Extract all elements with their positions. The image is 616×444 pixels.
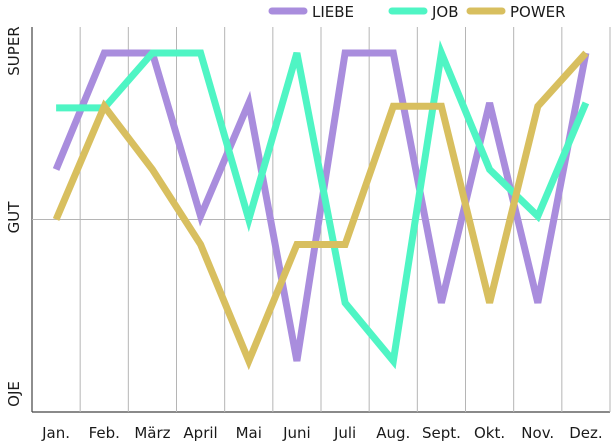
series-line-job — [56, 40, 590, 370]
series-line-liebe — [52, 49, 590, 362]
x-tick-label: Juli — [333, 424, 356, 442]
x-tick-label: April — [183, 424, 217, 442]
x-tick-label: Juni — [282, 424, 311, 442]
legend-item: JOB — [388, 3, 459, 21]
legend-label: JOB — [431, 3, 459, 21]
x-tick-labels: Jan. Feb. März April Mai Juni Juli Aug. Sept. Okt… — [41, 424, 602, 442]
x-tick-label: Aug. — [376, 424, 410, 442]
legend: LIEBE JOB POWER — [268, 3, 566, 21]
legend-item: POWER — [466, 3, 566, 21]
x-tick-label: Sept. — [422, 424, 461, 442]
x-tick-label: Dez. — [569, 424, 602, 442]
series-lines — [52, 40, 590, 371]
y-tick-label: GUT — [5, 201, 23, 234]
y-tick-label: OJE — [5, 381, 23, 407]
x-tick-label: Feb. — [89, 424, 120, 442]
x-tick-label: März — [134, 424, 170, 442]
x-tick-label: Okt. — [474, 424, 505, 442]
legend-item: LIEBE — [268, 3, 354, 21]
y-tick-label: SUPER — [5, 26, 23, 75]
legend-label: LIEBE — [312, 3, 354, 21]
y-tick-labels: OJE GUT SUPER — [5, 26, 23, 407]
chart-grid — [31, 27, 611, 413]
series-line-power — [52, 50, 589, 371]
x-tick-label: Nov. — [521, 424, 554, 442]
legend-label: POWER — [510, 3, 566, 21]
x-tick-label: Mai — [236, 424, 262, 442]
x-tick-label: Jan. — [41, 424, 70, 442]
